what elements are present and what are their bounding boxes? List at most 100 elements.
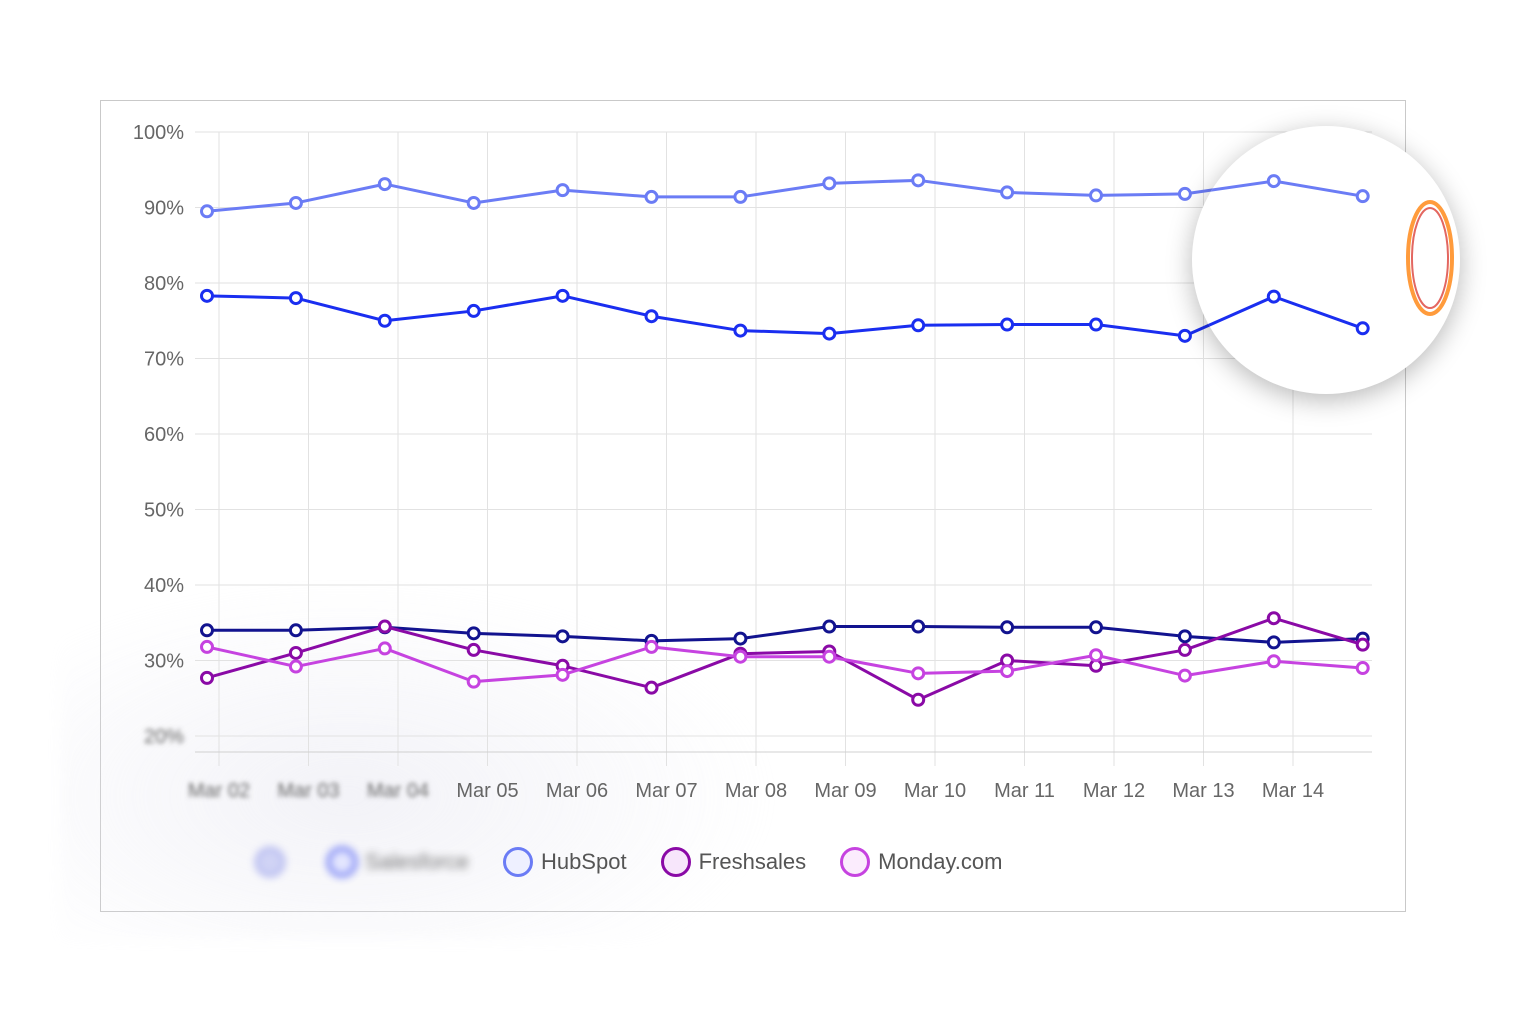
data-point[interactable] [733,189,748,204]
data-point[interactable] [200,204,214,219]
chart-card [100,100,1406,912]
y-tick-label: 100% [133,122,184,144]
legend-item-unnamed[interactable] [255,847,293,877]
data-point[interactable] [377,641,392,656]
data-point[interactable] [1266,611,1281,626]
x-tick-label: Mar 14 [1262,780,1324,802]
y-axis: 100% 90% 80% 70% 60% 50% 40% 30% 20% [133,122,184,748]
data-point[interactable] [822,176,837,191]
data-point[interactable] [911,692,926,707]
legend-swatch [327,847,357,877]
data-point[interactable] [288,659,303,674]
series-line [206,645,1363,684]
data-point[interactable] [1355,637,1370,652]
legend-label: HubSpot [540,849,627,874]
data-point[interactable] [733,631,748,646]
data-point[interactable] [1355,661,1370,676]
legend-item-hubspot[interactable]: HubSpot [502,847,627,877]
series-unnamed-2 [200,619,1370,650]
data-point[interactable] [1089,188,1103,203]
data-point[interactable] [733,649,748,664]
data-point[interactable] [377,619,392,634]
y-tick-label: 50% [144,500,184,522]
legend-label: Monday.com [878,849,1003,874]
data-point[interactable] [1000,620,1015,635]
data-point[interactable] [1177,642,1192,657]
data-point[interactable] [1089,648,1103,663]
data-point[interactable] [911,666,926,681]
magnified-data-point [1355,189,1370,204]
data-point[interactable] [466,195,481,210]
y-tick-label: 90% [144,198,184,220]
x-tick-label: Mar 09 [814,780,876,802]
data-point[interactable] [466,626,481,641]
data-point[interactable] [822,619,837,634]
chart-legend: Salesforce HubSpot Freshsales Monday.com [255,838,1002,886]
data-point[interactable] [1089,317,1103,332]
y-tick-label: 30% [144,651,184,673]
data-point[interactable] [466,303,481,318]
data-point[interactable] [288,623,303,638]
legend-swatch [840,847,871,877]
data-point[interactable] [555,667,570,682]
data-point[interactable] [200,288,214,303]
legend-swatch [502,847,533,877]
data-point[interactable] [644,680,659,695]
data-point[interactable] [822,649,837,664]
x-tick-label: Mar 02 [188,780,250,802]
data-point[interactable] [466,642,481,657]
data-point[interactable] [644,639,659,654]
data-point[interactable] [288,645,303,660]
data-point[interactable] [200,623,214,638]
legend-label: Salesforce [365,849,469,874]
data-point[interactable] [1266,635,1281,650]
data-point[interactable] [911,619,926,634]
legend-label: Freshsales [698,849,807,874]
legend-item-salesforce[interactable]: Salesforce [327,847,469,877]
data-point[interactable] [288,291,303,306]
data-point[interactable] [1000,185,1015,200]
data-point[interactable] [288,195,303,210]
data-point[interactable] [644,309,659,324]
data-point[interactable] [555,629,570,644]
data-point[interactable] [1000,664,1015,679]
legend-swatch [660,847,691,877]
x-tick-label: Mar 10 [904,780,966,802]
series-monday-com [200,639,1370,689]
x-tick-label: Mar 12 [1083,780,1145,802]
data-point[interactable] [1177,186,1192,201]
x-tick-label: Mar 07 [635,780,697,802]
data-point[interactable] [911,318,926,333]
data-point[interactable] [200,670,214,685]
data-point[interactable] [644,189,659,204]
lens-distortion-ring [1406,200,1454,316]
data-point[interactable] [1089,620,1103,635]
data-point[interactable] [911,173,926,188]
legend-item-monday-com[interactable]: Monday.com [840,847,1002,877]
legend-item-freshsales[interactable]: Freshsales [660,847,807,877]
lens-distortion-ring-inner [1411,207,1449,309]
data-point[interactable] [1266,654,1281,669]
data-point[interactable] [377,177,392,192]
y-tick-label: 40% [144,575,184,597]
data-point[interactable] [1000,317,1015,332]
data-point[interactable] [555,183,570,198]
data-point[interactable] [822,326,837,341]
x-axis: Mar 02 Mar 03 Mar 04 Mar 05 Mar 06 Mar 07 Mar … [188,780,1324,802]
magnified-data-point [1266,174,1281,189]
data-point[interactable] [200,639,214,654]
data-point[interactable] [555,288,570,303]
legend-swatch [255,847,285,877]
data-point[interactable] [377,313,392,328]
x-tick-label: Mar 05 [456,780,518,802]
data-point[interactable] [1177,328,1192,343]
magnified-content [1192,174,1454,336]
magnified-data-point [1355,321,1370,336]
y-tick-label: 80% [144,273,184,295]
data-point[interactable] [733,323,748,338]
data-point[interactable] [466,674,481,689]
data-point[interactable] [1177,668,1192,683]
data-point[interactable] [1177,629,1192,644]
